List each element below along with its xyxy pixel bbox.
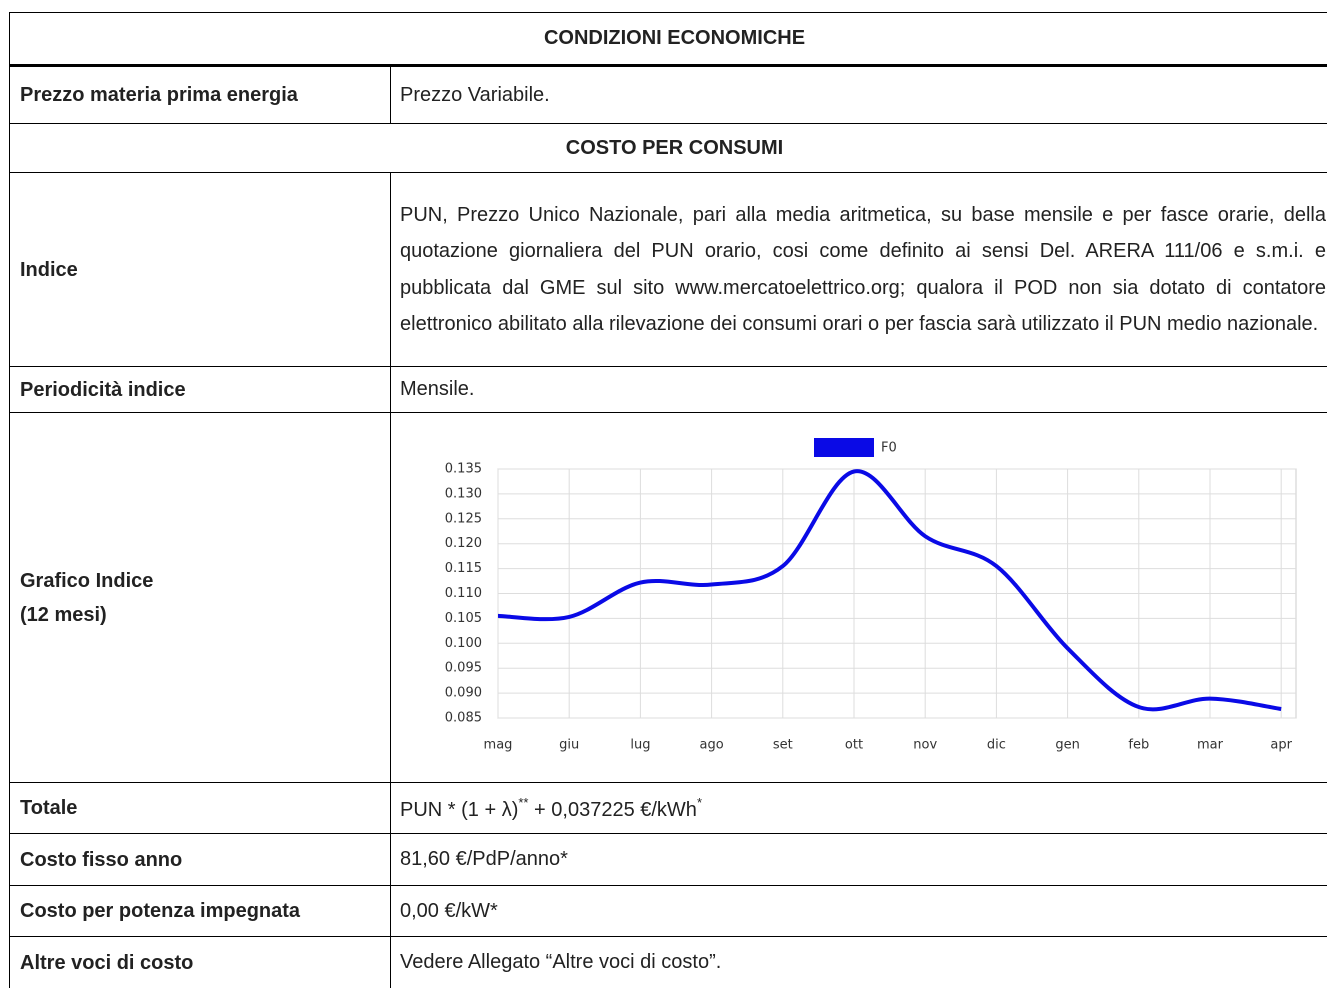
x-tick-label: mag [484, 738, 513, 753]
y-tick-label: 0.105 [445, 611, 482, 626]
y-tick-label: 0.135 [445, 462, 482, 477]
legend-label: F0 [881, 441, 897, 456]
x-tick-label: lug [630, 738, 650, 753]
legend-swatch [814, 438, 874, 457]
value-part: Vedere Allegato “Altre voci di costo”. [400, 951, 722, 973]
label-line: Prezzo materia prima energia [20, 84, 298, 106]
chart: 0.085 0.090 0.095 0.100 0.105 0.110 0.115 0.120… [445, 438, 1297, 753]
row-label: Grafico Indice (12 mesi) [9, 412, 391, 783]
row-value: 0,00 €/kW* [390, 885, 1327, 937]
row-label: Periodicità indice [9, 366, 391, 413]
superscript: * [696, 794, 702, 810]
value-part: Prezzo Variabile. [400, 83, 550, 106]
row-value: Mensile. [390, 366, 1327, 413]
section-header: CONDIZIONI ECONOMICHE [9, 12, 1327, 67]
y-tick-label: 0.120 [445, 536, 482, 551]
row-value: 0.085 0.090 0.095 0.100 0.105 0.110 0.115 0.120… [390, 412, 1327, 783]
y-tick-label: 0.090 [445, 686, 482, 701]
line-series [497, 469, 1282, 712]
label-line: Grafico Indice [20, 569, 154, 592]
y-tick-label: 0.130 [445, 486, 482, 501]
value-part: 0,00 €/kW* [400, 899, 498, 922]
value-part: 81,60 €/PdP/anno* [400, 848, 568, 870]
value-part: PUN * (1 + λ) [400, 798, 519, 821]
row-label: Prezzo materia prima energia [9, 66, 391, 124]
y-tick-label: 0.115 [445, 561, 482, 576]
x-tick-label: mar [1197, 738, 1224, 753]
label-line: (12 mesi) [20, 603, 107, 626]
y-tick-label: 0.095 [445, 661, 482, 676]
value-text: PUN, Prezzo Unico Nazionale, pari alla m… [400, 197, 1326, 343]
row-label: Costo per potenza impegnata [9, 885, 391, 937]
x-tick-label: ott [845, 738, 863, 753]
value-part: + 0,037225 €/kWh [528, 798, 697, 821]
row-value: Vedere Allegato “Altre voci di costo”. [390, 936, 1327, 988]
x-tick-label: apr [1270, 738, 1292, 753]
y-tick-label: 0.085 [445, 711, 482, 726]
x-tick-label: dic [987, 738, 1006, 753]
row-value: Prezzo Variabile. [390, 66, 1327, 124]
label-line: Indice [20, 258, 78, 281]
row-label: Altre voci di costo [9, 936, 391, 988]
value-part: Mensile. [400, 378, 475, 400]
x-tick-label: gen [1055, 738, 1080, 753]
row-label: Totale [9, 782, 391, 834]
label-line: Periodicità indice [20, 378, 186, 401]
row-label: Indice [9, 172, 391, 367]
value-part: PUN, Prezzo Unico Nazionale, pari alla m… [400, 203, 1326, 336]
value-text: PUN * (1 + λ)** + 0,037225 €/kWh* [400, 795, 702, 822]
label-line: Altre voci di costo [20, 951, 194, 974]
row-value: PUN, Prezzo Unico Nazionale, pari alla m… [390, 172, 1327, 367]
row-value: PUN * (1 + λ)** + 0,037225 €/kWh* [390, 782, 1327, 834]
row-label: Costo fisso anno [9, 833, 391, 886]
x-tick-label: nov [913, 738, 937, 753]
y-tick-label: 0.125 [445, 511, 482, 526]
value-text: 0,00 €/kW* [400, 900, 498, 923]
y-tick-label: 0.100 [445, 636, 482, 651]
label-line: Totale [20, 797, 78, 819]
label-line: Costo fisso anno [20, 848, 183, 871]
value-text: Mensile. [400, 378, 474, 401]
superscript: ** [518, 794, 529, 810]
x-tick-label: set [773, 738, 793, 753]
value-text: Prezzo Variabile. [400, 84, 550, 107]
row-value: 81,60 €/PdP/anno* [390, 833, 1327, 886]
y-tick-label: 0.110 [445, 586, 482, 601]
value-text: Vedere Allegato “Altre voci di costo”. [400, 951, 721, 974]
x-tick-label: feb [1128, 738, 1149, 753]
x-tick-label: giu [559, 738, 579, 753]
section-header: COSTO PER CONSUMI [9, 123, 1327, 173]
x-tick-label: ago [700, 738, 724, 753]
value-text: 81,60 €/PdP/anno* [400, 848, 568, 871]
label-line: Costo per potenza impegnata [20, 900, 301, 922]
